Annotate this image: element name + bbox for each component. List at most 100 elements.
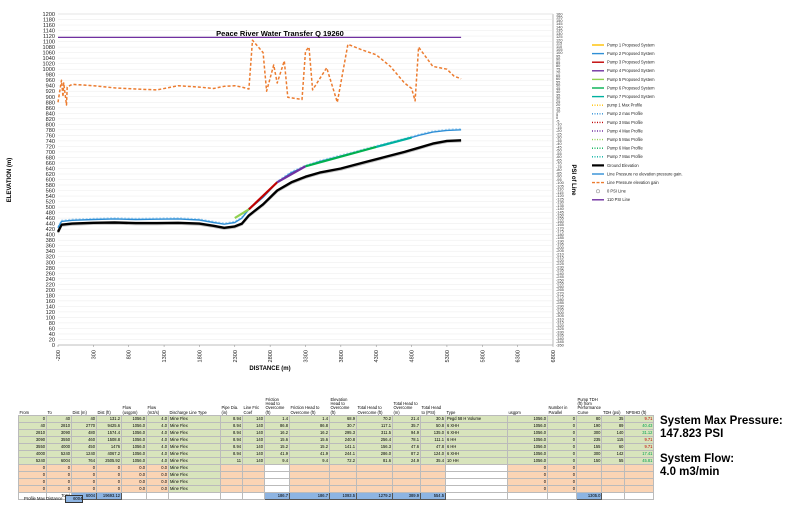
y-tick-label: 800 <box>46 122 55 128</box>
table-cell: 4.0 <box>146 457 169 465</box>
y-tick-label: 520 <box>46 200 55 206</box>
y-tick-label: 420 <box>46 227 55 233</box>
y-tick-label: 320 <box>46 255 55 261</box>
y2-tick-label: -245 <box>556 274 564 279</box>
table-cell <box>601 471 626 479</box>
table-cell: 140 <box>601 429 626 437</box>
x-tick-label: 2300 <box>233 350 239 362</box>
y2-tick-label: -340 <box>556 336 565 341</box>
table-cell: 47.6 <box>392 443 421 451</box>
table-cell: 4.0 <box>146 415 169 423</box>
profile-max-distance: Profile Max Distance 6004 <box>24 495 84 503</box>
y-tick-label: 380 <box>46 238 55 244</box>
y2-tick-label: 65 <box>556 73 560 78</box>
table-cell: 40.43 <box>624 422 655 430</box>
table-cell: Mine Flex <box>168 464 221 472</box>
y-tick-label: 1140 <box>43 29 55 35</box>
table-cell: 124.0 <box>420 450 446 458</box>
legend-label: Pump 6 Max Profile <box>607 146 643 151</box>
y-tick-label: 700 <box>46 150 55 156</box>
x-tick-label: 6800 <box>551 350 557 362</box>
table-cell <box>329 485 357 493</box>
legend-label: Pump 4 Max Profile <box>607 128 643 133</box>
table-cell <box>220 478 243 486</box>
table-cell: 0 <box>46 485 72 493</box>
y-tick-label: 760 <box>46 133 55 139</box>
table-row: 3090 3550 460 1508.8 1056.0 4.0 Mine Flex 8.94 1… <box>18 436 655 444</box>
y2-tick-label: -115 <box>556 190 564 195</box>
y2-tick-label: -230 <box>556 264 565 269</box>
table-cell <box>445 478 508 486</box>
y-tick-label: 900 <box>46 95 55 101</box>
y-tick-label: 260 <box>46 271 55 277</box>
table-cell <box>220 485 243 493</box>
table-cell <box>289 471 330 479</box>
table-cell: 142 <box>601 450 626 458</box>
table-cell: 1056.0 <box>121 415 147 423</box>
y2-tick-label: 105 <box>556 47 563 52</box>
y2-tick-label: 120 <box>556 37 563 42</box>
y2-tick-label: -5 <box>556 118 559 123</box>
table-cell <box>445 464 508 472</box>
chart-title: Peace River Water Transfer Q 19260 <box>216 29 344 38</box>
y-tick-label: 240 <box>46 277 55 283</box>
table-cell: 4.0 <box>146 436 169 444</box>
legend-label: Pump 3 Max Profile <box>607 120 643 125</box>
y-tick-label: 860 <box>46 106 55 112</box>
y2-tick-label: -85 <box>556 170 562 175</box>
table-cell: 15.6 <box>264 436 290 444</box>
table-cell: 190 <box>575 422 603 430</box>
y2-tick-label: -150 <box>556 212 565 217</box>
y-tick-label: 20 <box>49 337 55 343</box>
table-cell: 140 <box>242 450 265 458</box>
table-total-cell: 1093.5 <box>329 492 357 500</box>
y2-tick-label: 50 <box>556 83 561 88</box>
table-cell: 4.0 <box>146 422 169 430</box>
table-total-cell: 186.7 <box>264 492 290 500</box>
table-cell: 60 <box>601 443 626 451</box>
y2-axis-label: PSI of Line <box>570 164 576 196</box>
y2-tick-label: -90 <box>556 174 562 179</box>
table-cell: 6 HH <box>445 436 508 444</box>
y2-tick-label: 60 <box>556 76 561 81</box>
y-tick-label: 480 <box>46 211 55 217</box>
table-cell: 141.1 <box>329 443 357 451</box>
table-cell: 140 <box>242 436 265 444</box>
table-cell: 35.4 <box>420 457 446 465</box>
elevation-chart: 0204060801001201401601802002202402602803… <box>7 11 683 372</box>
table-cell: 1056.0 <box>507 422 548 430</box>
table-cell <box>601 478 626 486</box>
table-cell <box>289 464 330 472</box>
table-total-cell: 389.9 <box>392 492 421 500</box>
table-cell: 35.7 <box>392 422 421 430</box>
y-tick-label: 600 <box>46 178 55 184</box>
table-cell <box>575 464 603 472</box>
table-total-cell <box>168 492 221 500</box>
y-tick-label: 220 <box>46 282 55 288</box>
table-cell: 140 <box>242 422 265 430</box>
table-row: 3550 4000 450 1476 1056.0 4.0 Mine Flex 8.94 140… <box>18 443 655 451</box>
y2-tick-label: -80 <box>556 167 562 172</box>
table-total-cell: 554.5 <box>420 492 446 500</box>
table-row: 5240 6004 764 2505.92 1056.0 4.0 Mine Flex 11 14… <box>18 457 655 465</box>
table-cell: 6 XHH <box>445 450 508 458</box>
table-cell: 1056.0 <box>121 422 147 430</box>
table-cell: 0 <box>507 485 548 493</box>
table-cell: Mine Flex <box>168 422 221 430</box>
y2-tick-label: -265 <box>556 287 564 292</box>
y2-tick-label: 150 <box>556 18 563 23</box>
table-cell: Mine Flex <box>168 436 221 444</box>
table-cell: 1574.4 <box>96 429 122 437</box>
table-cell: 78.1 <box>392 436 421 444</box>
table-cell: 9.4 <box>264 457 290 465</box>
table-cell: 9.71 <box>624 415 655 423</box>
table-cell <box>220 471 243 479</box>
y2-tick-label: -10 <box>556 122 562 127</box>
y2-tick-label: 125 <box>556 34 563 39</box>
y-tick-label: 620 <box>46 172 55 178</box>
y-tick-label: 120 <box>46 310 55 316</box>
table-cell <box>264 471 290 479</box>
y2-tick-label: -280 <box>556 297 565 302</box>
table-cell: 8.94 <box>220 436 243 444</box>
table-cell: 4000 <box>46 443 72 451</box>
